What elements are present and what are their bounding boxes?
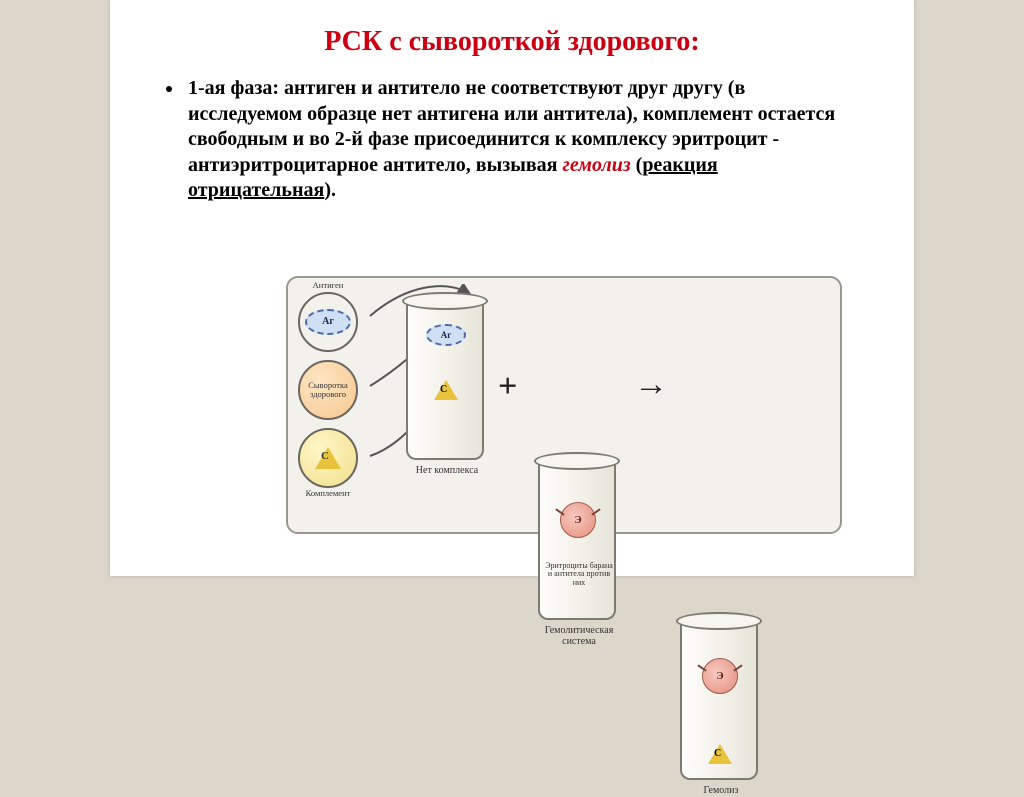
slide-title: РСК с сывороткой здорового: xyxy=(110,26,914,58)
triangle-icon: С xyxy=(315,447,341,469)
tube-2: Э Эритроциты барана и антитела против ни… xyxy=(538,460,616,620)
tube2-subcaption: Эритроциты барана и антитела против них xyxy=(544,562,614,587)
tube1-complement-icon: С xyxy=(434,380,458,400)
highlight-word: гемолиз xyxy=(562,154,630,176)
legend-complement: С Комплемент xyxy=(298,428,358,488)
title-text: РСК с сывороткой здорового: xyxy=(324,26,700,57)
tube3-complement-icon: С xyxy=(708,744,732,764)
tube-1: Аг С Нет комплекса xyxy=(406,300,484,460)
bullet-1: 1-ая фаза: антиген и антитело не соответ… xyxy=(184,76,862,204)
serum-icon: Сыворотка здорового xyxy=(298,360,358,420)
complement-icon: С xyxy=(298,428,358,488)
tube2-caption: Гемолитическая система xyxy=(529,626,629,647)
tube1-antigen-icon: Аг xyxy=(426,324,466,346)
tube3-erythrocyte-icon: Э xyxy=(702,658,738,694)
antigen-icon: Аг xyxy=(298,292,358,352)
legend-serum: Сыворотка здорового xyxy=(298,360,358,420)
tube-3: Э С Гемолиз xyxy=(680,620,758,780)
tube3-caption: Гемолиз xyxy=(671,786,771,797)
arrow-icon: → xyxy=(634,368,668,402)
tube1-caption: Нет комплекса xyxy=(397,466,497,477)
tube2-erythrocyte-icon: Э xyxy=(560,502,596,538)
legend-antigen: Антиген Аг xyxy=(298,292,358,352)
diagram-box: Антиген Аг Сыворотка здорового С Комплем… xyxy=(286,276,842,534)
body-text: 1-ая фаза: антиген и антитело не соответ… xyxy=(162,76,862,204)
slide: РСК с сывороткой здорового: 1-ая фаза: а… xyxy=(110,0,914,576)
plus-icon: + xyxy=(498,370,517,404)
